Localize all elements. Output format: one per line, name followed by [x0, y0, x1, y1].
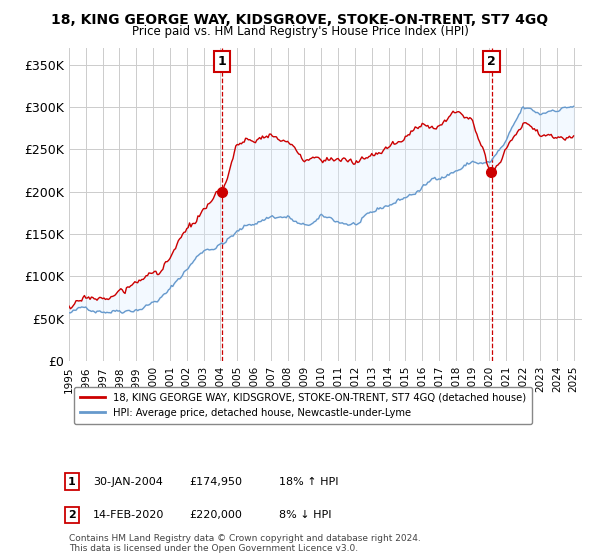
Text: 8% ↓ HPI: 8% ↓ HPI [279, 510, 331, 520]
Legend: 18, KING GEORGE WAY, KIDSGROVE, STOKE-ON-TRENT, ST7 4GQ (detached house), HPI: A: 18, KING GEORGE WAY, KIDSGROVE, STOKE-ON… [74, 386, 532, 423]
Text: 1: 1 [217, 55, 226, 68]
Text: Price paid vs. HM Land Registry's House Price Index (HPI): Price paid vs. HM Land Registry's House … [131, 25, 469, 38]
Text: 30-JAN-2004: 30-JAN-2004 [93, 477, 163, 487]
Text: 2: 2 [487, 55, 496, 68]
Text: 1: 1 [68, 477, 76, 487]
Text: Contains HM Land Registry data © Crown copyright and database right 2024.
This d: Contains HM Land Registry data © Crown c… [69, 534, 421, 553]
Text: 18% ↑ HPI: 18% ↑ HPI [279, 477, 338, 487]
Text: 2: 2 [68, 510, 76, 520]
Text: £174,950: £174,950 [189, 477, 242, 487]
Text: 14-FEB-2020: 14-FEB-2020 [93, 510, 164, 520]
Text: £220,000: £220,000 [189, 510, 242, 520]
Text: 18, KING GEORGE WAY, KIDSGROVE, STOKE-ON-TRENT, ST7 4GQ: 18, KING GEORGE WAY, KIDSGROVE, STOKE-ON… [52, 13, 548, 27]
